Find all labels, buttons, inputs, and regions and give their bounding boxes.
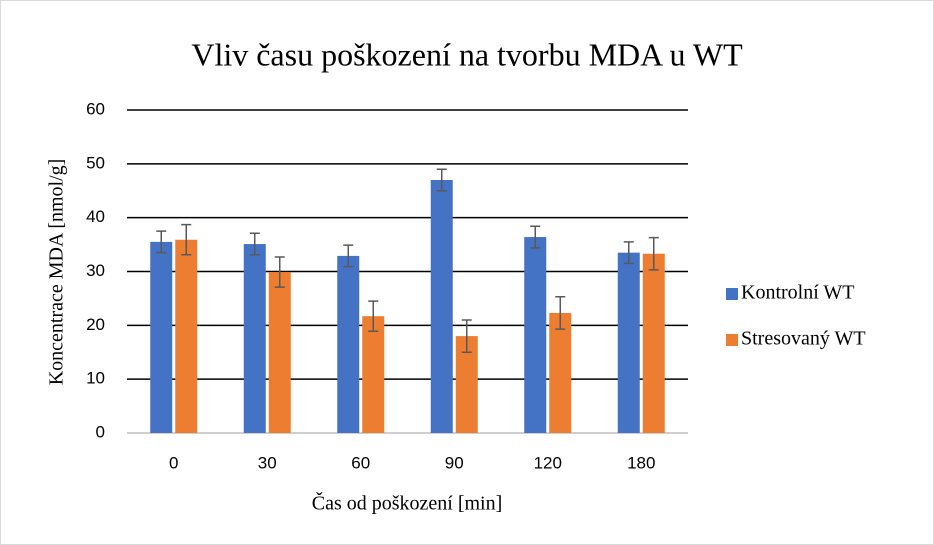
x-tick-label: 60	[351, 453, 370, 472]
error-bar	[274, 256, 285, 288]
chart-title: Vliv času poškození na tvorbu MDA u WT	[191, 36, 743, 72]
bar	[175, 239, 198, 433]
x-tick-label: 30	[258, 453, 277, 472]
bar	[430, 179, 453, 433]
y-tick-label: 0	[96, 422, 105, 441]
error-bar	[181, 223, 192, 256]
bar	[268, 272, 291, 433]
bar	[337, 255, 360, 433]
legend-label: Kontrolní WT	[741, 282, 855, 304]
y-tick-label: 60	[86, 99, 105, 118]
y-tick-label: 50	[86, 153, 105, 172]
bar	[617, 252, 640, 433]
x-tick-label: 120	[534, 453, 562, 472]
y-tick-label: 10	[86, 369, 105, 388]
legend-swatch	[726, 334, 738, 346]
error-bar	[648, 236, 659, 271]
error-bar	[555, 296, 566, 330]
error-bar	[436, 168, 447, 192]
legend-swatch	[726, 288, 738, 300]
bar	[243, 244, 266, 433]
bar	[455, 336, 478, 433]
y-tick-label: 20	[86, 315, 105, 334]
error-bar	[623, 241, 634, 265]
error-bar	[368, 300, 379, 333]
legend-label: Stresovaný WT	[741, 328, 866, 350]
error-bar	[461, 319, 472, 353]
x-tick-label: 90	[445, 453, 464, 472]
bar	[524, 237, 547, 433]
error-bar	[249, 232, 260, 256]
error-bar	[156, 230, 167, 254]
error-bar	[530, 225, 541, 249]
bar	[549, 312, 572, 433]
y-tick-label: 30	[86, 261, 105, 280]
x-axis-label: Čas od poškození [min]	[312, 491, 503, 515]
bar	[362, 316, 385, 433]
x-tick-label: 0	[169, 453, 178, 472]
bar	[150, 241, 173, 433]
bar	[642, 253, 665, 433]
y-axis-label: Koncentrace MDA [nmol/g]	[46, 159, 68, 386]
y-tick-label: 40	[86, 207, 105, 226]
x-tick-label: 180	[627, 453, 655, 472]
error-bar	[343, 244, 354, 268]
